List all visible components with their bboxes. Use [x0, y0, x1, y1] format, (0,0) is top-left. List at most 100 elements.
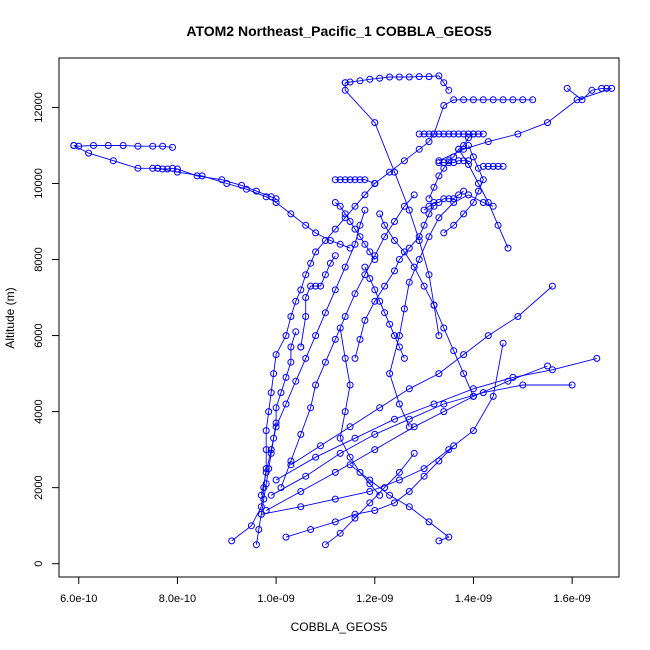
- data-point: [331, 495, 339, 503]
- series-10: [479, 162, 507, 170]
- data-point: [435, 130, 443, 138]
- data-point: [262, 468, 270, 476]
- data-point: [450, 221, 458, 229]
- data-point: [435, 72, 443, 80]
- data-point: [331, 468, 339, 476]
- data-point: [474, 164, 482, 172]
- data-point: [272, 199, 280, 206]
- data-point: [430, 183, 438, 191]
- data-point: [302, 271, 310, 279]
- data-point: [544, 362, 551, 370]
- data-point: [346, 218, 354, 225]
- data-point: [514, 313, 522, 320]
- data-point: [341, 313, 349, 320]
- data-point: [302, 354, 310, 362]
- data-point: [381, 221, 389, 229]
- data-point: [391, 168, 398, 176]
- x-tick-label: 1.2e-09: [356, 593, 393, 605]
- y-tick-label: 8000: [33, 247, 45, 271]
- data-point: [460, 351, 468, 359]
- data-point: [149, 164, 157, 172]
- data-point: [489, 162, 497, 170]
- data-point: [400, 157, 408, 165]
- data-point: [257, 491, 265, 499]
- data-point: [415, 145, 423, 153]
- data-point: [262, 427, 270, 435]
- data-point: [351, 202, 359, 210]
- data-point: [484, 332, 492, 340]
- data-point: [252, 187, 260, 195]
- data-point: [460, 142, 468, 149]
- data-point: [484, 199, 492, 206]
- data-point: [164, 165, 171, 173]
- data-point: [479, 130, 487, 138]
- x-tick-label: 1.0e-09: [257, 593, 294, 605]
- data-point: [460, 96, 468, 104]
- series-line: [261, 343, 504, 515]
- data-point: [331, 286, 339, 294]
- data-point: [509, 96, 517, 104]
- data-point: [440, 324, 448, 332]
- data-point: [415, 73, 423, 81]
- series-line: [344, 82, 440, 336]
- data-point: [395, 73, 403, 81]
- data-point: [415, 130, 423, 138]
- data-point: [292, 377, 300, 385]
- data-point: [450, 347, 458, 355]
- data-point: [598, 84, 606, 92]
- data-point: [336, 324, 344, 332]
- data-point: [366, 75, 374, 83]
- data-point: [361, 206, 369, 214]
- data-point: [361, 176, 369, 184]
- data-point: [312, 381, 320, 389]
- data-point: [391, 267, 398, 275]
- data-point: [529, 96, 537, 104]
- data-point: [336, 240, 344, 248]
- data-point: [267, 389, 275, 397]
- data-point: [395, 476, 403, 484]
- data-point: [302, 472, 310, 480]
- series-21: [257, 206, 369, 499]
- data-point: [440, 130, 448, 138]
- data-point: [376, 491, 384, 499]
- x-tick-label: 6.0e-10: [60, 593, 97, 605]
- data-point: [425, 202, 433, 210]
- data-point: [134, 142, 142, 150]
- plot-frame: [58, 57, 620, 578]
- data-point: [297, 488, 305, 495]
- x-axis: 6.0e-10 8.0e-10 1.0e-09 1.2e-09 1.4e-09 1.6e-…: [60, 577, 591, 605]
- data-point: [247, 522, 255, 530]
- data-point: [395, 343, 403, 351]
- data-point: [430, 199, 438, 206]
- series-line: [389, 194, 494, 427]
- data-point: [331, 199, 339, 206]
- series-33: [336, 324, 384, 499]
- data-point: [460, 370, 468, 378]
- data-point: [440, 102, 448, 109]
- data-point: [297, 343, 305, 351]
- data-point: [465, 130, 472, 138]
- data-point: [386, 320, 394, 328]
- data-point: [169, 164, 176, 172]
- data-point: [460, 145, 468, 153]
- data-point: [341, 408, 349, 416]
- data-point: [395, 400, 403, 408]
- data-point: [410, 449, 418, 457]
- data-point: [405, 206, 413, 214]
- data-point: [287, 457, 295, 465]
- data-point: [223, 180, 231, 187]
- data-point: [361, 191, 369, 199]
- data-point: [405, 278, 413, 286]
- data-point: [381, 484, 389, 492]
- data-point: [386, 73, 394, 81]
- data-point: [321, 541, 329, 549]
- data-point: [440, 408, 448, 416]
- data-point: [351, 354, 359, 362]
- data-point: [356, 335, 364, 343]
- data-point: [469, 96, 477, 104]
- data-point: [405, 244, 413, 252]
- data-point: [391, 237, 398, 244]
- data-point: [302, 221, 310, 229]
- data-point: [440, 400, 448, 408]
- data-point: [425, 138, 433, 146]
